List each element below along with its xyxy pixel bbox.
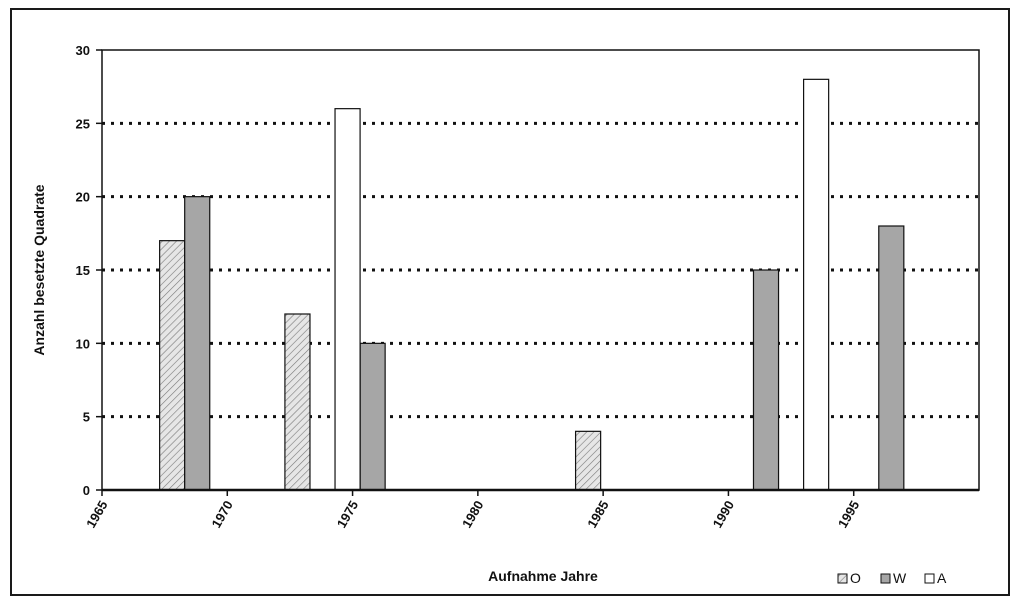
y-tick-label: 15 bbox=[76, 263, 90, 278]
bar-A-1974.8 bbox=[334, 108, 361, 491]
bar-O-1967.8 bbox=[159, 240, 186, 491]
x-tick-label: 1980 bbox=[459, 498, 486, 531]
y-tick-label: 20 bbox=[76, 190, 90, 205]
legend-swatch-O bbox=[837, 573, 848, 584]
x-axis-title: Aufnahme Jahre bbox=[488, 568, 598, 584]
y-tick-label: 5 bbox=[83, 410, 90, 425]
bar-W-1991.5 bbox=[752, 269, 780, 491]
x-tick-label: 1965 bbox=[83, 498, 110, 531]
x-ticks: 1965 1970 1975 1980 1985 1990 1995 bbox=[83, 490, 862, 531]
x-tick-label: 1985 bbox=[584, 498, 611, 531]
bars bbox=[159, 78, 905, 491]
legend-label-W: W bbox=[893, 570, 907, 586]
legend-swatch-W bbox=[880, 573, 891, 584]
bar-O-1972.8 bbox=[284, 313, 311, 491]
y-tick-label: 30 bbox=[76, 43, 90, 58]
y-axis-title: Anzahl besetzte Quadrate bbox=[31, 184, 47, 355]
legend-label-A: A bbox=[937, 570, 947, 586]
legend-swatch-A bbox=[924, 573, 935, 584]
bar-A-1993.5 bbox=[802, 78, 830, 491]
y-tick-label: 25 bbox=[76, 116, 90, 131]
legend-label-O: O bbox=[850, 570, 861, 586]
bar-W-1975.8 bbox=[359, 342, 386, 491]
bar-O-1984.4 bbox=[574, 430, 602, 491]
x-tick-label: 1990 bbox=[710, 498, 737, 531]
bar-W-1968.8 bbox=[184, 196, 211, 491]
y-ticks: 0 5 10 15 20 25 30 bbox=[76, 43, 102, 498]
x-tick-label: 1995 bbox=[835, 498, 862, 531]
bar-W-1996.5 bbox=[878, 225, 905, 491]
x-tick-label: 1975 bbox=[334, 498, 361, 531]
plot-area bbox=[101, 49, 980, 491]
x-tick-label: 1970 bbox=[208, 498, 235, 531]
grid-lines bbox=[102, 121, 979, 419]
y-tick-label: 10 bbox=[76, 336, 90, 351]
y-tick-label: 0 bbox=[83, 483, 90, 498]
